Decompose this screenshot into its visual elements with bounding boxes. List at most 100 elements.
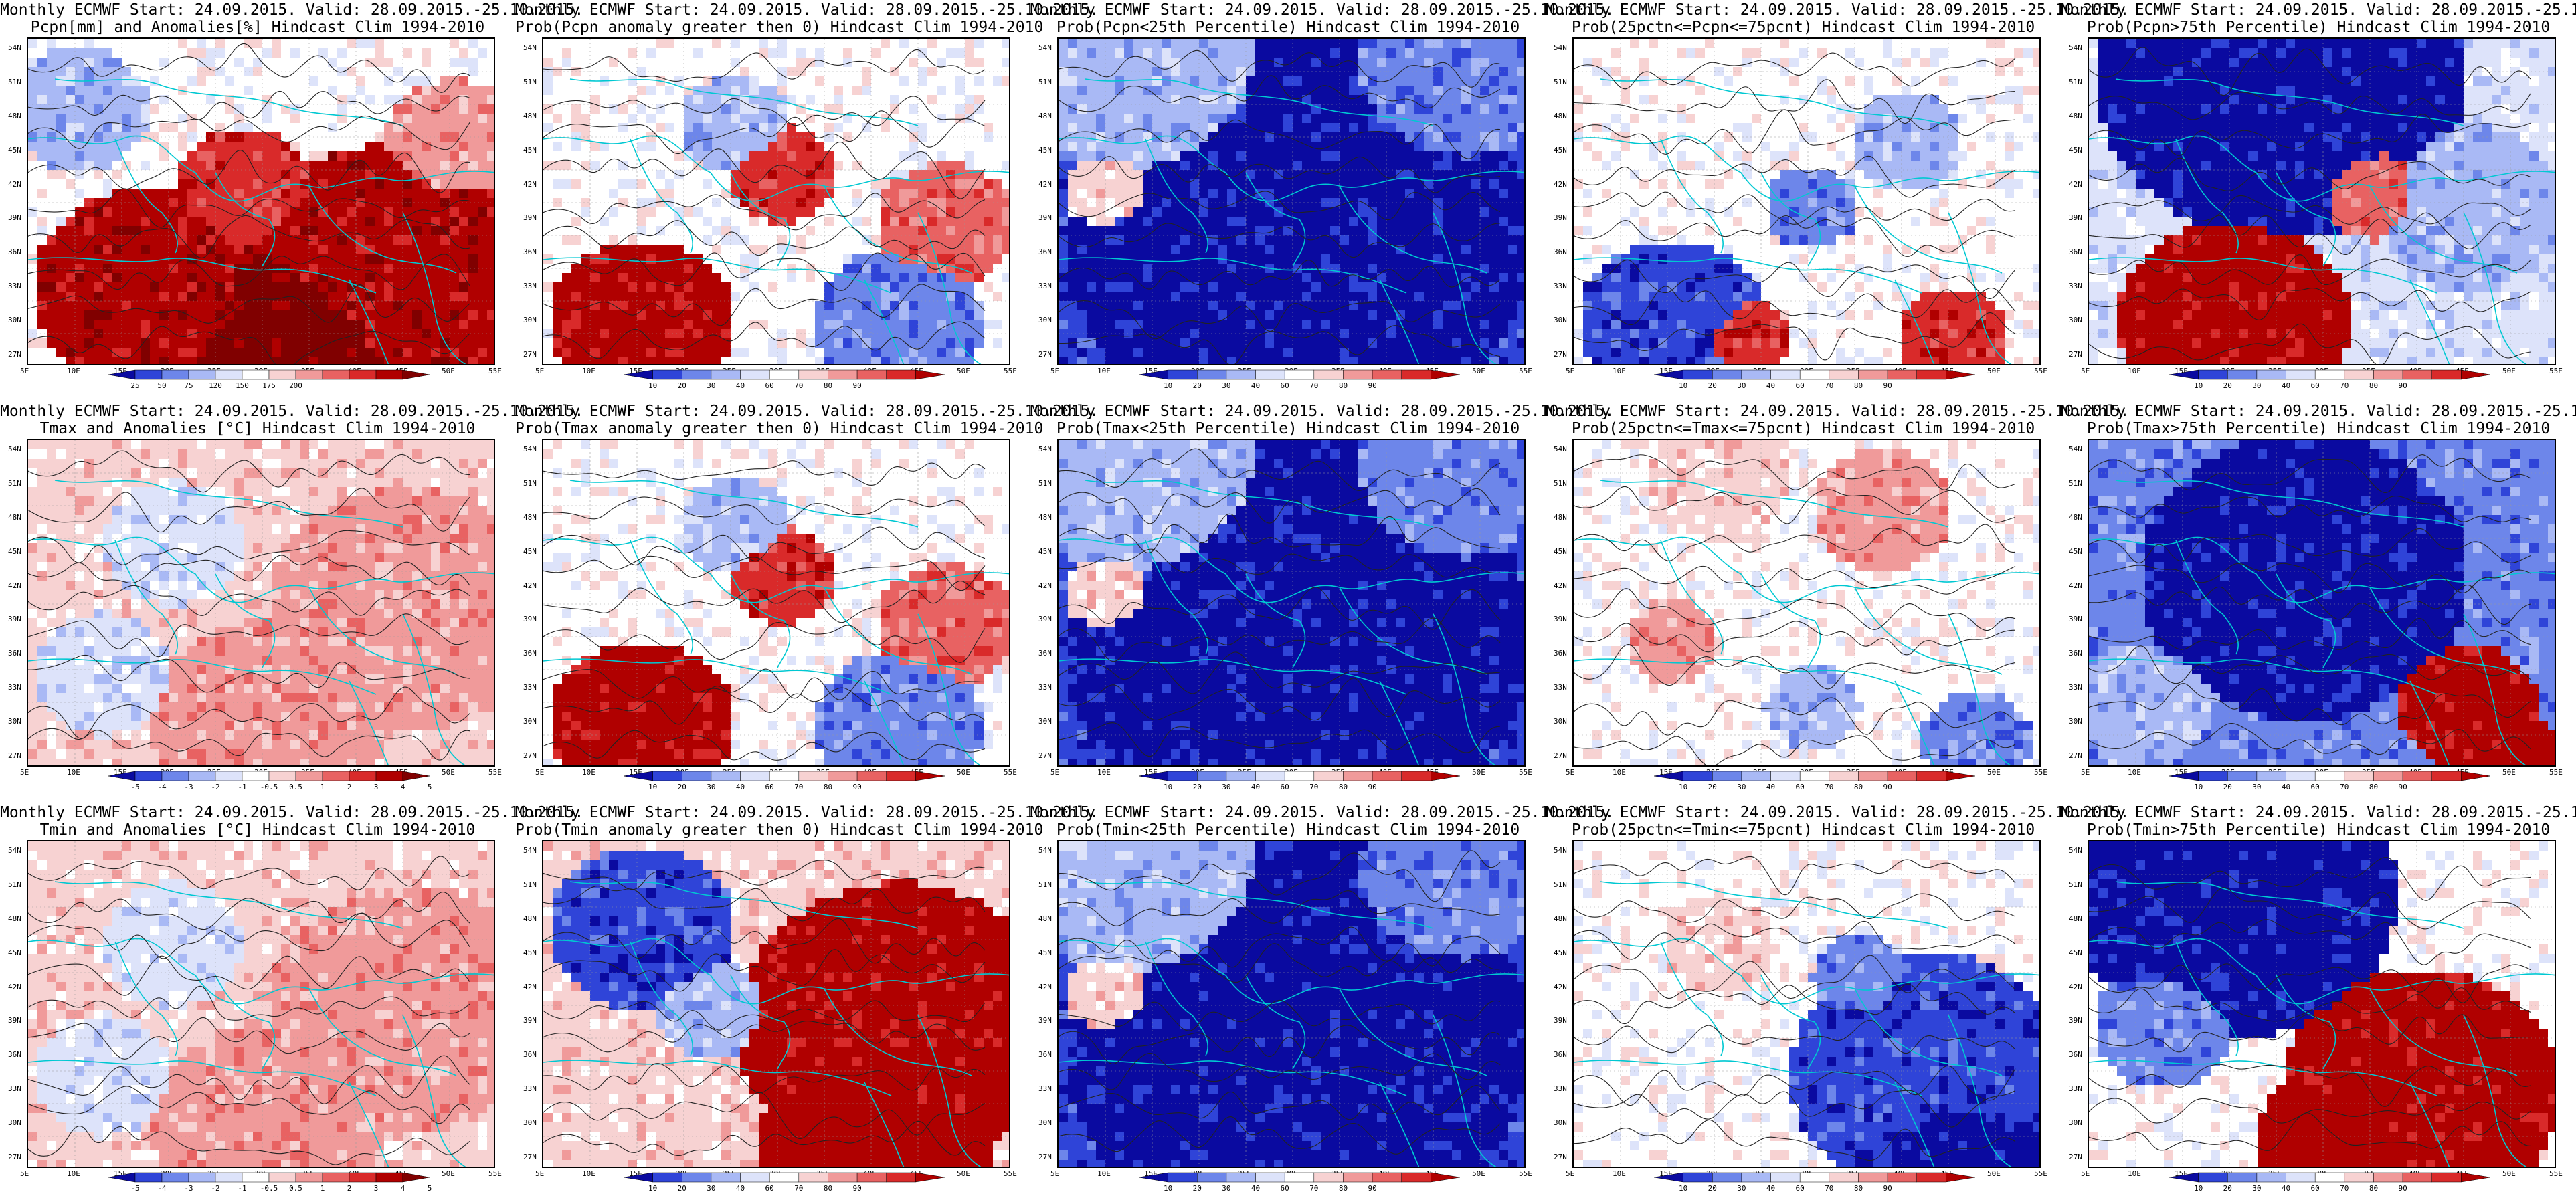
colorbar-swatch (1284, 369, 1315, 380)
colorbar (1646, 1172, 1983, 1183)
latitude-label: 48N (8, 112, 21, 120)
contour-line (2089, 92, 2531, 120)
latitude-label: 36N (1554, 649, 1567, 658)
longitude-label: 55E (1519, 768, 1532, 777)
contour-line (543, 886, 986, 922)
field-map (28, 841, 494, 1167)
colorbar-swatch (1683, 771, 1713, 781)
longitude-label: 5E (1050, 1169, 1059, 1178)
colorbar-swatch (2373, 369, 2403, 380)
contour-line (1574, 565, 2016, 595)
latitude-label: 42N (1554, 983, 1567, 991)
latitude-label: 33N (523, 683, 537, 692)
latitude-label: 51N (1554, 479, 1567, 488)
coastline (1085, 78, 1434, 126)
latitude-label: 54N (1038, 445, 1052, 454)
longitude-label: 10E (67, 1169, 80, 1178)
contour-line (2089, 287, 2531, 320)
longitude-label: 10E (2128, 367, 2141, 375)
contour-line (2089, 919, 2531, 965)
colorbar-swatch (188, 1172, 216, 1183)
colorbar-ticks: -5 -4 -3 -2 -1 -0.5 0.5 1 2 3 4 5 (100, 1184, 438, 1193)
contour-line (28, 1086, 470, 1124)
contour-line (543, 49, 986, 82)
latitude-label: 45N (1554, 146, 1567, 155)
colorbar-ticks: 10 20 30 40 60 70 80 90 (616, 783, 953, 792)
latitude-label: 27N (1038, 1152, 1052, 1161)
coastline (1948, 212, 2012, 364)
colorbar-swatch (828, 369, 858, 380)
colorbar-swatch (2402, 1172, 2432, 1183)
colorbar-swatch (623, 369, 653, 380)
latitude-label: 30N (1554, 1118, 1567, 1127)
coastline (1948, 1015, 2012, 1167)
colorbar-tick-label: 70 (1309, 381, 1318, 390)
longitude-label: 55E (1519, 367, 1532, 375)
field-map (543, 39, 1009, 364)
colorbar-swatch (886, 771, 916, 781)
latitude-label: 30N (1554, 316, 1567, 324)
coastline (1574, 1060, 1922, 1096)
longitude-label: 10E (582, 367, 595, 375)
colorbar-tick-label: 3 (374, 783, 379, 791)
latitude-label: 39N (1554, 213, 1567, 222)
colorbar-tick-label: 75 (184, 381, 193, 390)
latitude-label: 51N (8, 880, 21, 889)
latitude-label: 39N (523, 615, 537, 623)
longitude-label: 50E (1987, 1169, 2001, 1178)
colorbar-swatch (242, 771, 270, 781)
colorbar-swatch (295, 1172, 323, 1183)
colorbar-swatch (1829, 1172, 1859, 1183)
colorbar (100, 369, 438, 380)
contour-line (1574, 893, 2016, 923)
colorbar-swatch (1343, 1172, 1373, 1183)
colorbar-tick-label: -1 (238, 1184, 246, 1193)
colorbar-swatch (1946, 1172, 1976, 1183)
contour-line (2089, 528, 2531, 563)
colorbar-swatch (682, 369, 712, 380)
longitude-label: 50E (2502, 367, 2516, 375)
coastline (569, 881, 919, 929)
colorbar-swatch (1741, 369, 1771, 380)
colorbar-swatch (2344, 1172, 2374, 1183)
contour-line (2089, 645, 2531, 684)
colorbar-tick-label: 10 (648, 783, 657, 791)
colorbar-swatch (1858, 1172, 1888, 1183)
map-panel: Monthly ECMWF Start: 24.09.2015. Valid: … (1030, 401, 1614, 803)
contour-line (1059, 651, 1501, 694)
contour-line (1574, 1065, 2016, 1106)
contour-line (1574, 215, 2016, 257)
longitude-label: 5E (1050, 367, 1059, 375)
longitude-label: 50E (442, 367, 455, 375)
colorbar-tick-label: 60 (1796, 783, 1805, 791)
latitude-label: 48N (1038, 914, 1052, 923)
latitude-label: 51N (523, 479, 537, 488)
colorbar-tick-label: 90 (852, 1184, 861, 1193)
map-panel: Monthly ECMWF Start: 24.09.2015. Valid: … (0, 803, 583, 1204)
latitude-label: 39N (1554, 615, 1567, 623)
colorbar-tick-label: 70 (1309, 783, 1318, 791)
colorbar-swatch (1168, 771, 1198, 781)
coastline (28, 536, 494, 603)
contour-line (28, 686, 470, 739)
colorbar-tick-label: 30 (1737, 381, 1746, 390)
latitude-label: 36N (1554, 247, 1567, 256)
contour-line (28, 856, 470, 890)
latitude-label: 33N (1554, 1084, 1567, 1093)
contour-line (2089, 683, 2531, 726)
colorbar-swatch (1284, 771, 1315, 781)
colorbar-tick-label: 70 (2340, 1184, 2349, 1193)
colorbar-tick-label: 40 (736, 1184, 745, 1193)
contour-line (1059, 722, 1501, 757)
contour-line (1574, 955, 2016, 999)
coastline (1245, 573, 1306, 668)
longitude-label: 5E (535, 367, 544, 375)
longitude-label: 10E (582, 768, 595, 777)
latitude-label: 51N (2069, 78, 2082, 86)
contour-line (1059, 488, 1501, 524)
contour-line (1059, 943, 1501, 983)
latitude-label: 54N (1554, 43, 1567, 52)
colorbar-swatch (1313, 1172, 1344, 1183)
colorbar-ticks: 25 50 75 120 150 175 200 (100, 381, 438, 391)
coastline (543, 1060, 892, 1096)
